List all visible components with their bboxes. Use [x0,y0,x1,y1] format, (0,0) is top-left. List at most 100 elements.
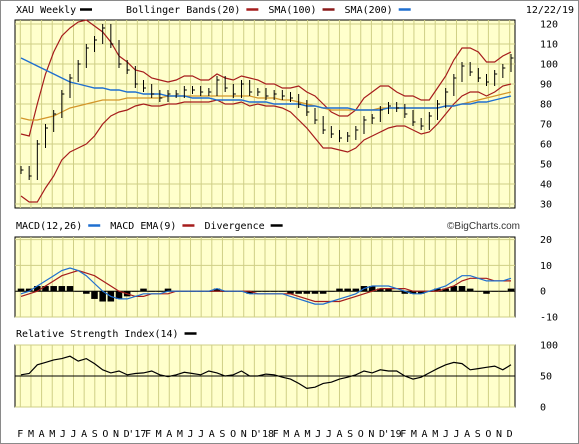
divergence-bar [91,291,98,299]
divergence-bar [450,286,458,292]
y-tick-label: 0 [540,287,546,298]
y-tick-label: 0 [540,403,546,414]
y-tick-label: 50 [540,372,552,383]
x-tick-label: '17 [128,429,146,440]
x-tick-label: S [92,429,98,440]
divergence-bar [434,288,441,292]
x-tick-label: D [251,429,257,440]
divergence-bar [311,291,319,294]
macd-legend-label-1: MACD EMA(9) [110,221,176,232]
x-tick-label: N [368,429,374,440]
x-tick-label: D [379,429,385,440]
divergence-bar [50,286,57,292]
x-tick-label: A [39,429,45,440]
divergence-bar [164,288,172,292]
macd-legend-label-0: MACD(12,26) [16,221,82,232]
divergence-bar [442,288,449,292]
divergence-bar [377,288,384,292]
x-tick-label: O [102,429,108,440]
x-tick-label: S [219,429,225,440]
x-tick-label: J [326,429,332,440]
y-tick-label: 30 [540,200,552,211]
divergence-bar [99,291,106,302]
divergence-bar [115,291,123,299]
divergence-bar [17,288,25,292]
y-tick-label: 120 [540,20,558,31]
x-tick-label: M [432,429,438,440]
price-legend-label-2: SMA(200) [345,5,393,16]
x-tick-label: D [507,429,513,440]
x-tick-label: A [81,429,87,440]
chart-date: 12/22/19 [526,5,574,16]
x-tick-label: F [273,429,279,440]
divergence-bar [336,288,343,292]
bollinger-lower-line [20,83,512,203]
divergence-bar [344,288,351,292]
x-tick-label: A [294,429,300,440]
rsi-legend-label-0: Relative Strength Index(14) [16,329,179,340]
x-tick-label: A [464,429,470,440]
x-tick-label: F [145,429,151,440]
divergence-bar [368,286,376,292]
divergence-bar [507,288,515,292]
x-tick-label: S [347,429,353,440]
macd-line [20,267,512,305]
x-tick-label: O [358,429,364,440]
x-tick-label: M [156,429,162,440]
y-tick-label: 50 [540,160,552,171]
y-tick-label: 90 [540,80,552,91]
divergence-bar [34,286,41,292]
x-tick-label: N [241,429,247,440]
divergence-bar [483,291,490,294]
x-tick-label: F [17,429,23,440]
divergence-bar [25,288,33,292]
x-tick-label: N [113,429,119,440]
x-tick-label: M [283,429,289,440]
x-tick-label: D [124,429,130,440]
x-tick-label: M [49,429,55,440]
divergence-bar [409,291,417,294]
x-tick-label: A [166,429,172,440]
divergence-bar [352,288,360,292]
divergence-bar [213,288,221,292]
x-tick-label: A [209,429,215,440]
y-tick-label: 70 [540,120,552,131]
divergence-bar [385,288,392,292]
x-tick-label: J [70,429,76,440]
x-tick-label: J [60,429,66,440]
x-tick-label: A [336,429,342,440]
x-tick-label: J [453,429,459,440]
x-tick-label: A [422,429,428,440]
divergence-bar [66,286,74,292]
x-tick-label: M [28,429,34,440]
bigcharts-watermark: ©BigCharts.com [447,221,520,232]
x-tick-label: O [230,429,236,440]
divergence-bar [246,291,253,294]
divergence-bar [295,291,302,294]
divergence-bar [140,288,147,292]
x-tick-label: N [496,429,502,440]
x-tick-label: '18 [256,429,274,440]
y-tick-label: 110 [540,40,558,51]
x-tick-label: J [198,429,204,440]
x-tick-label: M [177,429,183,440]
rsi-line [20,355,512,390]
divergence-bar [401,291,409,294]
divergence-bar [458,286,466,292]
price-legend-label-1: SMA(100) [268,5,316,16]
divergence-bar [83,291,90,294]
sma200-line [20,57,512,111]
x-tick-label: F [400,429,406,440]
y-tick-label: 40 [540,180,552,191]
y-tick-label: 60 [540,140,552,151]
x-tick-label: O [485,429,491,440]
x-tick-label: J [188,429,194,440]
divergence-bar [417,291,425,294]
y-tick-label: -10 [540,313,558,324]
x-tick-label: M [411,429,417,440]
divergence-bar [303,291,311,294]
x-tick-label: J [315,429,321,440]
y-tick-label: 80 [540,100,552,111]
macd-legend-label-2: Divergence [204,221,264,232]
divergence-bar [42,286,49,292]
